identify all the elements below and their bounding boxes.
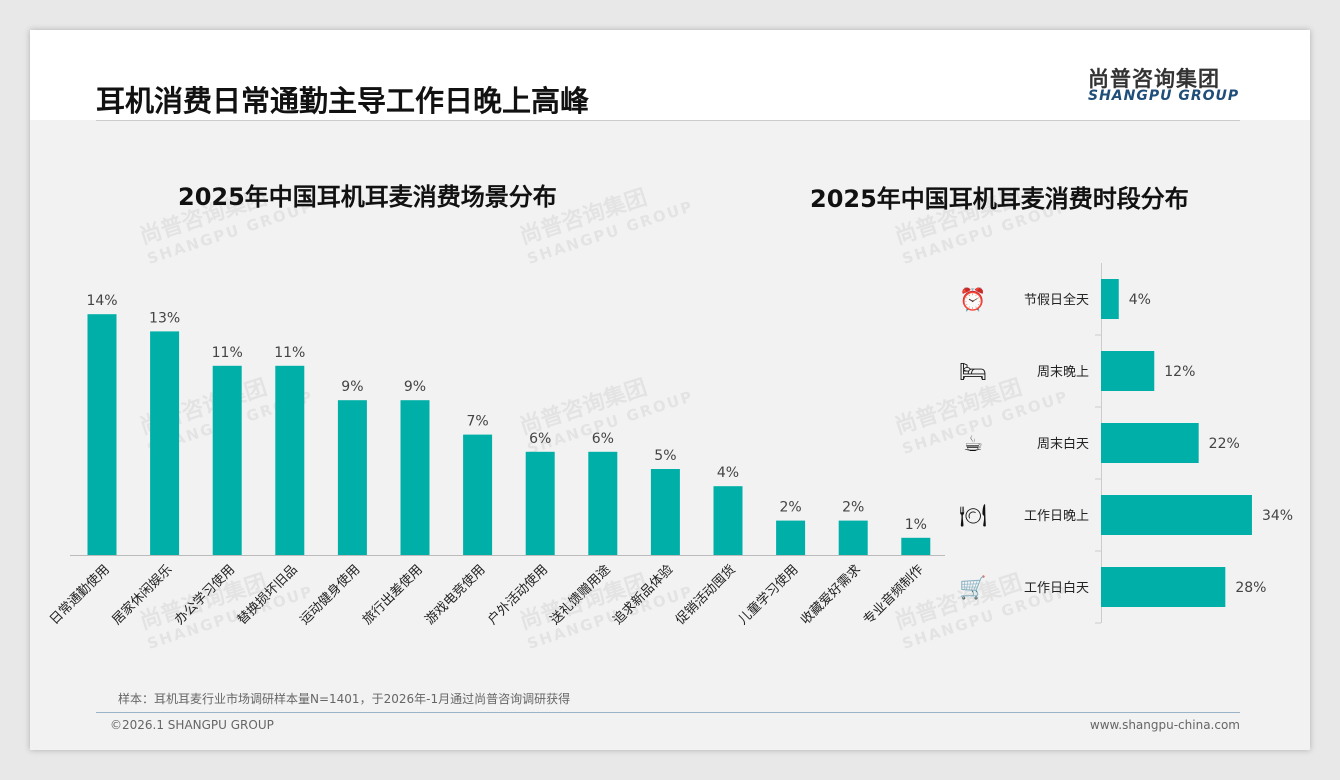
bar (1101, 351, 1155, 391)
data-label: 9% (341, 379, 363, 395)
bar (776, 520, 806, 555)
bar (337, 400, 367, 555)
data-label: 5% (654, 448, 676, 464)
data-label: 28% (1235, 580, 1266, 596)
bar (1101, 567, 1226, 607)
footer-divider (96, 712, 1240, 713)
coffee-cup-icon: ☕ (963, 432, 983, 457)
alarm-clock-icon: ⏰ (959, 286, 986, 313)
data-label: 6% (529, 431, 551, 447)
copyright: ©2026.1 SHANGPU GROUP (110, 718, 274, 732)
x-tick-label: 居家休闲娱乐 (109, 562, 175, 628)
x-tick-label: 专业音频制作 (860, 562, 926, 628)
left-chart-title: 2025年中国耳机耳麦消费场景分布 (178, 183, 557, 211)
data-label: 11% (212, 345, 243, 361)
bar (275, 365, 305, 555)
bar (463, 434, 493, 555)
logo-cn: 尚普咨询集团 (1088, 67, 1220, 91)
x-tick-label: 旅行出差使用 (359, 562, 425, 628)
x-tick-label: 儿童学习使用 (735, 562, 801, 628)
logo-en: SHANGPU GROUP (1088, 88, 1240, 104)
website: www.shangpu-china.com (1089, 718, 1240, 732)
x-tick-label: 游戏电竞使用 (422, 562, 488, 628)
bar (901, 537, 931, 555)
x-tick-label: 办公学习使用 (172, 562, 238, 628)
bar (87, 314, 117, 555)
data-label: 9% (404, 379, 426, 395)
data-label: 2% (779, 500, 801, 516)
data-label: 2% (842, 500, 864, 516)
slide: 耳机消费日常通勤主导工作日晚上高峰 尚普咨询集团 SHANGPU GROUP 尚… (30, 30, 1310, 750)
x-tick-label: 追求新品体验 (610, 562, 676, 628)
data-label: 1% (905, 517, 927, 533)
data-label: 13% (149, 310, 180, 326)
bar (1101, 495, 1252, 535)
data-label: 11% (274, 345, 305, 361)
page-title: 耳机消费日常通勤主导工作日晚上高峰 (96, 84, 590, 118)
bar (650, 469, 680, 555)
data-label: 4% (717, 465, 739, 481)
x-tick-label: 收藏爱好需求 (798, 562, 864, 628)
y-tick-label: 工作日白天 (1024, 580, 1089, 596)
sample-note: 样本：耳机耳麦行业市场调研样本量N=1401，于2026年-1月通过尚普咨询调研… (118, 692, 571, 706)
right-chart-title: 2025年中国耳机耳麦消费时段分布 (810, 185, 1189, 213)
x-tick-label: 户外活动使用 (485, 562, 551, 628)
bar (212, 365, 242, 555)
header (30, 30, 1310, 120)
x-tick-label: 送礼馈赠用途 (547, 562, 613, 628)
bar (150, 331, 180, 555)
shopping-cart-icon: 🛒 (959, 575, 986, 601)
bar (588, 451, 618, 555)
bar (713, 486, 743, 555)
bar (400, 400, 430, 555)
bar (1101, 279, 1119, 319)
x-tick-label: 运动健身使用 (297, 562, 363, 628)
data-label: 14% (86, 293, 117, 309)
data-label: 6% (592, 431, 614, 447)
data-label: 22% (1209, 436, 1240, 452)
bed-icon: 🛏 (959, 360, 987, 385)
data-label: 34% (1262, 508, 1293, 524)
bar (1101, 423, 1199, 463)
y-tick-label: 周末晚上 (1037, 365, 1089, 380)
header-divider (96, 120, 1240, 121)
data-label: 7% (466, 414, 488, 430)
data-label: 4% (1129, 292, 1151, 308)
x-tick-label: 替换损坏旧品 (235, 562, 301, 628)
x-tick-label: 日常通勤使用 (46, 562, 112, 628)
bar (838, 520, 868, 555)
y-tick-label: 工作日晚上 (1024, 509, 1089, 524)
dining-icon: 🍽 (959, 504, 987, 529)
data-label: 12% (1164, 364, 1195, 380)
y-tick-label: 节假日全天 (1024, 292, 1089, 308)
x-tick-label: 促销活动囤货 (672, 562, 738, 628)
y-tick-label: 周末白天 (1037, 436, 1089, 452)
bar (525, 451, 555, 555)
